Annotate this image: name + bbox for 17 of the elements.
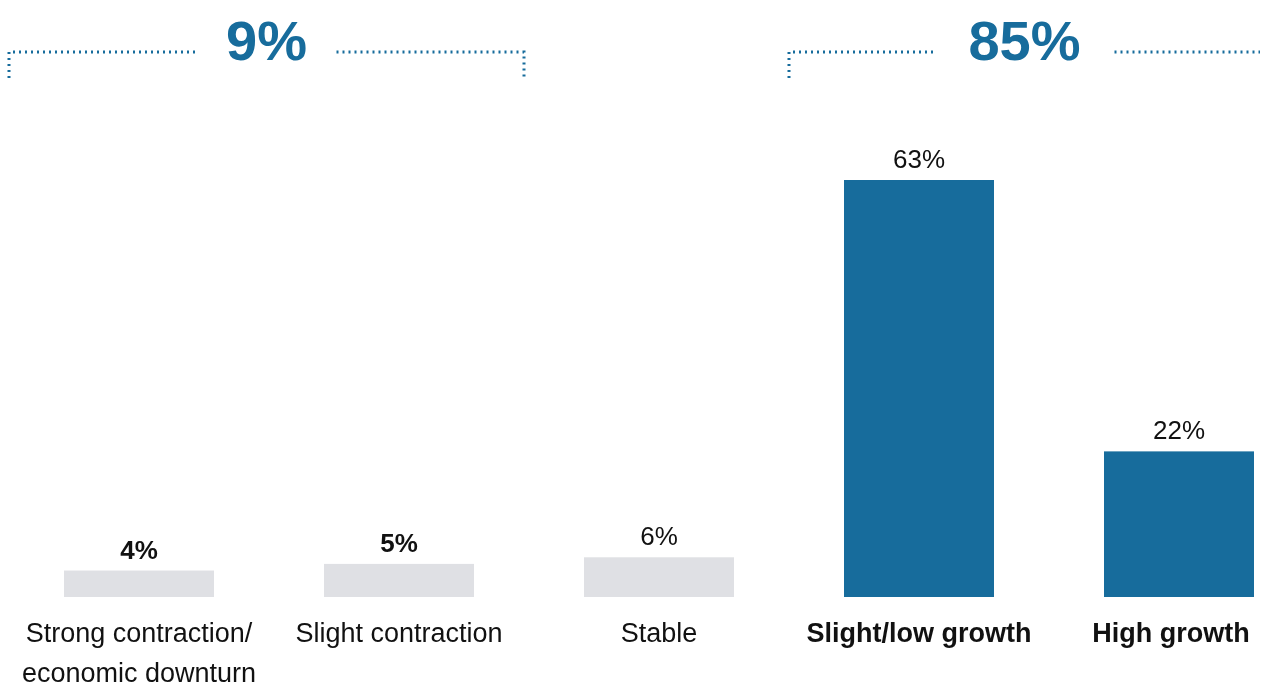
bar (324, 563, 474, 597)
bar (1104, 451, 1254, 597)
data-label: 6% (640, 521, 678, 552)
bar (844, 180, 994, 597)
x-tick-label: High growth (1092, 618, 1250, 648)
x-tick-label: Slight/low growth (806, 618, 1032, 648)
data-label: 63% (892, 144, 946, 174)
x-tick-label: Slight contraction (295, 618, 503, 648)
x-tick-label: Strong contraction/ economic downturn (21, 618, 257, 688)
bar (64, 570, 214, 597)
data-label: 4% (120, 534, 158, 565)
text: 9% (226, 9, 307, 72)
data-label: 22% (1152, 415, 1206, 446)
bar (584, 557, 734, 597)
data-label: 5% (380, 527, 418, 558)
text: 85% (968, 9, 1081, 72)
x-tick-label: Stable (620, 618, 698, 648)
